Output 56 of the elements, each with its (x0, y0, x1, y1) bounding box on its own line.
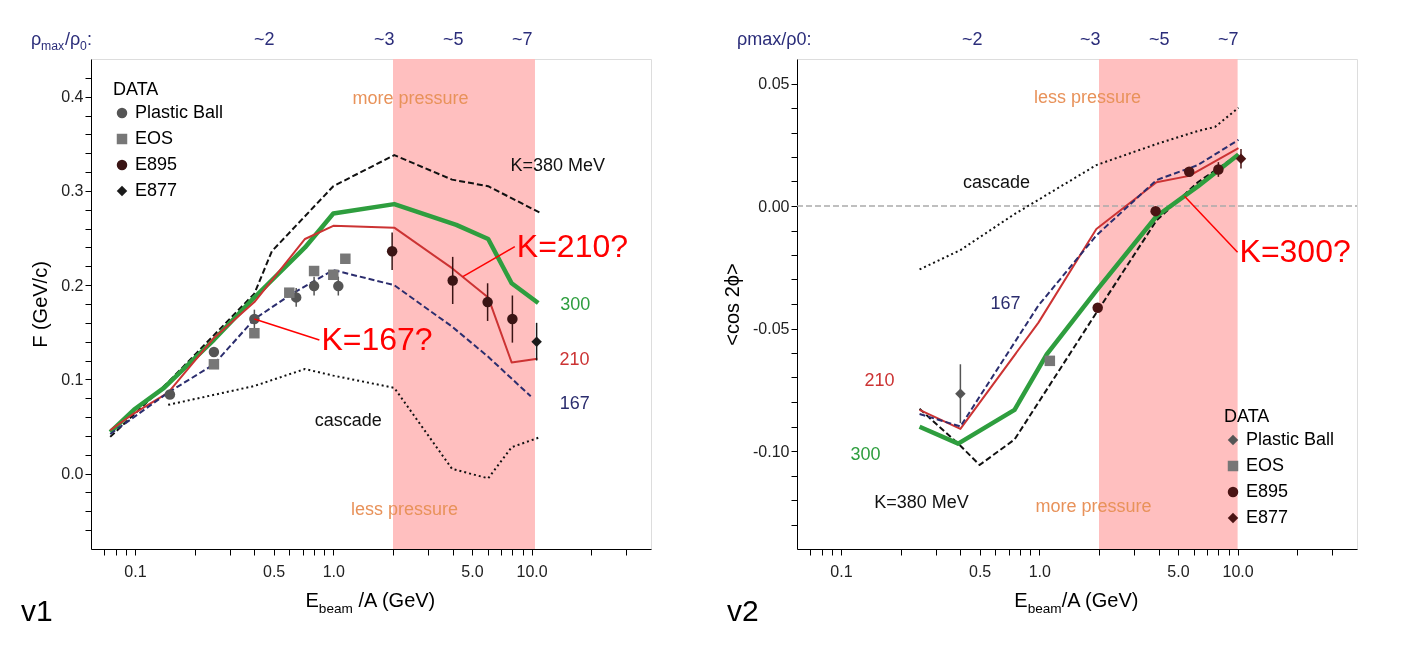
x-tick-label: 10.0 (516, 562, 548, 580)
x-tick-label: 1.0 (1028, 562, 1052, 580)
text: ~7 (1217, 29, 1239, 49)
legend-label: E877 (135, 180, 178, 200)
text: ρmax/ρ0: (737, 29, 812, 49)
series-label: 210 (559, 348, 590, 369)
series-label: 210 (864, 369, 895, 390)
y-tick-label: 0.0 (61, 465, 84, 483)
series-label: 167 (559, 393, 590, 414)
series-label: 167 (990, 293, 1021, 314)
series-label: cascade (314, 409, 382, 430)
legend-label: E895 (1246, 481, 1289, 501)
annotation: K=210? (516, 227, 629, 264)
annotation: K=300? (1239, 233, 1351, 270)
annotation: K=167? (321, 321, 433, 358)
text: ~5 (1148, 29, 1170, 49)
text: ~2 (253, 29, 275, 49)
series-label: 300 (560, 294, 591, 315)
legend-title: DATA (1224, 406, 1270, 426)
text: v2 (727, 594, 759, 627)
legend-label: E877 (1246, 507, 1289, 527)
y-tick-label: 0.1 (61, 370, 84, 388)
x-tick-label: 0.5 (262, 562, 286, 580)
x-tick-label: 5.0 (1167, 562, 1190, 580)
legend-label: E895 (135, 154, 178, 174)
annotation: more pressure (352, 88, 469, 108)
series-label: K=380 MeV (510, 154, 606, 175)
legend-label: EOS (1246, 455, 1285, 475)
text: ~5 (442, 29, 464, 49)
y-axis-title: <cos 2ϕ> (721, 263, 744, 346)
legend-label: Plastic Ball (1246, 429, 1335, 449)
text: ~3 (373, 29, 395, 49)
y-axis-title: F (GeV/c) (29, 261, 52, 348)
series-label: cascade (963, 172, 1031, 193)
y-tick-label: 0.2 (61, 276, 84, 294)
y-tick-label: 0.05 (758, 75, 790, 92)
y-tick-label: 0.4 (61, 88, 84, 106)
x-tick-label: 0.1 (124, 562, 147, 580)
text: v1 (21, 594, 53, 627)
y-tick-label: 0.00 (758, 197, 790, 215)
text: 300 (850, 443, 881, 464)
text: ~3 (1079, 29, 1101, 49)
legend-label: Plastic Ball (135, 102, 224, 122)
y-tick-label: -0.10 (753, 442, 790, 460)
text: ~7 (511, 29, 533, 49)
x-tick-label: 0.1 (830, 562, 853, 580)
x-tick-label: 10.0 (1222, 562, 1254, 580)
x-tick-label: 5.0 (461, 562, 484, 580)
series-label: K=380 MeV (874, 491, 969, 512)
y-tick-label: 0.3 (61, 182, 84, 200)
y-tick-label: -0.05 (753, 320, 790, 337)
legend-label: EOS (135, 128, 174, 148)
legend-title: DATA (113, 79, 159, 99)
text: ~2 (961, 29, 983, 49)
x-tick-label: 1.0 (322, 562, 346, 580)
x-tick-label: 0.5 (968, 562, 992, 580)
